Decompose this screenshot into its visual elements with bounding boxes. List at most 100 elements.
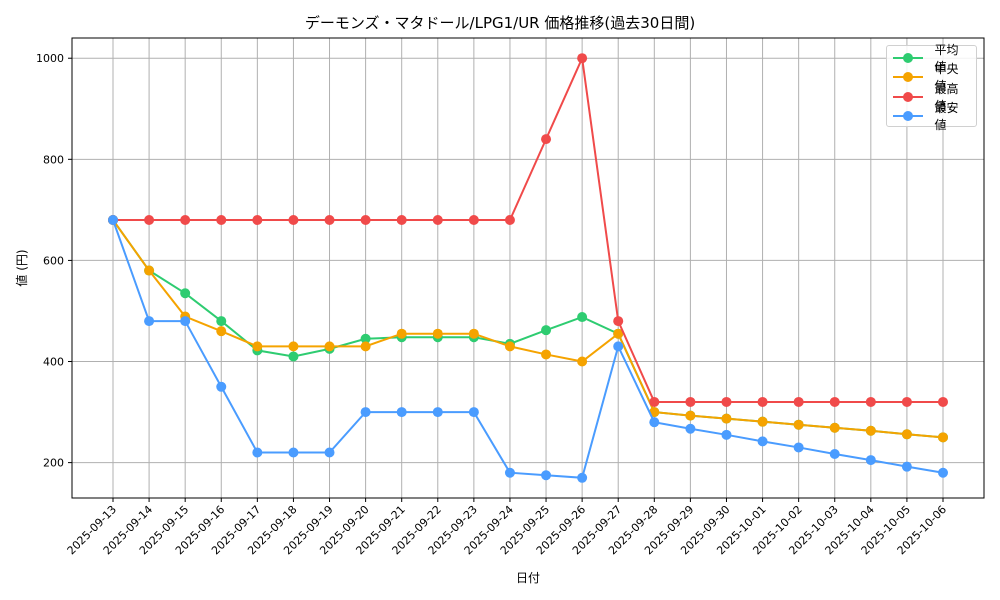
series-3 <box>108 214 948 483</box>
data-point <box>793 419 804 430</box>
y-tick-label: 400 <box>43 356 64 369</box>
series-1 <box>108 214 948 443</box>
data-point <box>541 470 552 481</box>
data-point <box>180 214 191 225</box>
data-point <box>396 328 407 339</box>
data-point <box>504 214 515 225</box>
data-point <box>180 288 191 299</box>
data-point <box>468 407 479 418</box>
grid-lines <box>72 38 984 498</box>
data-point <box>938 432 948 443</box>
data-point <box>577 472 588 483</box>
y-tick-label: 600 <box>43 254 64 267</box>
data-point <box>360 341 371 352</box>
data-point <box>324 341 335 352</box>
data-point <box>685 410 696 421</box>
data-point <box>216 381 227 392</box>
data-point <box>541 134 552 145</box>
data-point <box>685 423 696 434</box>
data-point <box>541 325 552 336</box>
data-point <box>468 214 479 225</box>
data-point <box>649 417 660 428</box>
data-point <box>757 436 768 447</box>
data-point <box>577 53 588 64</box>
data-point <box>938 396 948 407</box>
y-axis: 200 400 600 800 1000 <box>36 52 72 470</box>
data-point <box>829 449 840 460</box>
data-point <box>216 326 227 337</box>
data-point <box>468 328 479 339</box>
series-2 <box>108 53 948 407</box>
data-point <box>865 396 876 407</box>
data-point <box>721 396 732 407</box>
data-point <box>252 214 263 225</box>
series-line <box>112 219 944 439</box>
line-marker-icon <box>893 111 923 122</box>
legend-label: 中央値 <box>934 62 959 94</box>
series-line <box>112 219 944 439</box>
data-point <box>144 214 155 225</box>
data-point <box>757 396 768 407</box>
data-point <box>324 214 335 225</box>
data-point <box>829 422 840 433</box>
data-point <box>216 316 227 327</box>
data-point <box>757 416 768 427</box>
data-point <box>721 413 732 424</box>
data-point <box>901 429 912 440</box>
chart-title: デーモンズ・マタドール/LPG1/UR 価格推移(過去30日間) <box>304 14 696 32</box>
data-point <box>288 214 299 225</box>
data-point <box>288 341 299 352</box>
x-axis: 2025-09-132025-09-142025-09-152025-09-16… <box>65 498 949 557</box>
data-point <box>396 407 407 418</box>
legend-label: 最高値 <box>934 81 959 113</box>
data-point <box>252 341 263 352</box>
data-point <box>432 214 443 225</box>
x-axis-label: 日付 <box>516 571 540 585</box>
data-point <box>324 447 335 458</box>
data-point <box>938 467 948 478</box>
legend-label: 平均値 <box>934 42 959 74</box>
line-marker-icon <box>893 91 923 102</box>
legend-label: 最安値 <box>934 101 959 133</box>
y-tick-label: 1000 <box>36 52 64 65</box>
data-point <box>504 467 515 478</box>
data-point <box>180 316 191 327</box>
data-point <box>288 447 299 458</box>
y-axis-label: 値 (円) <box>14 249 29 286</box>
legend: 平均値 中央値 最高値 最安値 <box>886 43 977 132</box>
data-point <box>252 447 263 458</box>
legend-item-min: 最安値 <box>893 101 970 132</box>
data-point <box>360 214 371 225</box>
data-point <box>649 396 660 407</box>
data-point <box>613 328 624 339</box>
y-tick-label: 200 <box>43 457 64 470</box>
data-point <box>793 442 804 453</box>
data-point <box>216 214 227 225</box>
data-point <box>721 429 732 440</box>
data-point <box>432 328 443 339</box>
data-point <box>541 349 552 360</box>
data-point <box>685 396 696 407</box>
y-tick-label: 800 <box>43 153 64 166</box>
data-point <box>649 407 660 418</box>
data-point <box>901 461 912 472</box>
data-point <box>577 356 588 367</box>
data-point <box>613 341 624 352</box>
data-point <box>901 396 912 407</box>
data-point <box>144 316 155 327</box>
series-line <box>112 219 944 479</box>
series-line <box>113 54 943 403</box>
legend-item-average: 平均値 <box>893 43 970 74</box>
plot-frame <box>71 37 985 499</box>
data-point <box>829 396 840 407</box>
data-point <box>504 341 515 352</box>
data-point <box>577 312 588 323</box>
legend-item-max: 最高値 <box>893 82 970 113</box>
data-point <box>432 407 443 418</box>
data-point <box>865 455 876 466</box>
data-point <box>793 396 804 407</box>
data-point <box>865 425 876 436</box>
data-point <box>360 333 371 344</box>
series-lines <box>108 53 948 483</box>
